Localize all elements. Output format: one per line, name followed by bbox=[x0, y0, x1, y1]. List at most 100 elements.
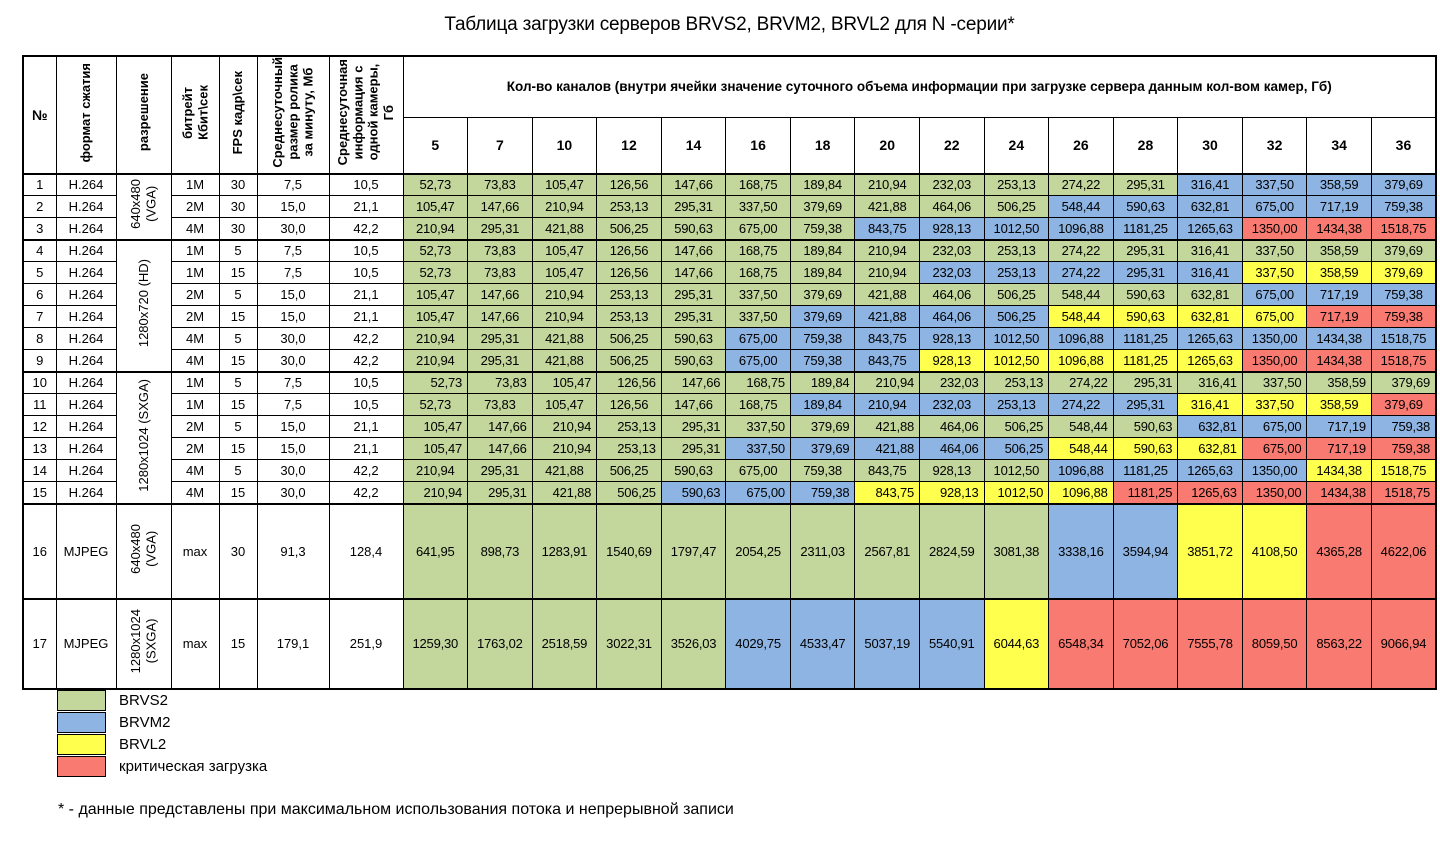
row12-ch16: 337,50 bbox=[725, 415, 791, 439]
row17-ch26: 6548,34 bbox=[1048, 597, 1114, 690]
legend-label: BRVL2 bbox=[119, 735, 167, 753]
row4-ch12: 126,56 bbox=[596, 238, 662, 263]
channel-header-12: 12 bbox=[596, 116, 662, 175]
row5-ch12: 126,56 bbox=[596, 261, 662, 285]
row10-ch20: 210,94 bbox=[854, 370, 920, 395]
row11-ch16: 168,75 bbox=[725, 393, 791, 417]
row2-daily-info: 21,1 bbox=[328, 195, 404, 219]
row12-fps: 5 bbox=[218, 415, 258, 439]
row15-bitrate: 4M bbox=[170, 481, 220, 505]
row4-ch28: 295,31 bbox=[1112, 238, 1179, 263]
channel-header-34: 34 bbox=[1306, 116, 1372, 175]
row5-ch34: 358,59 bbox=[1306, 261, 1372, 285]
row1-num: 1 bbox=[22, 172, 57, 197]
legend-label: BRVS2 bbox=[119, 691, 168, 709]
row10-ch22: 232,03 bbox=[919, 370, 985, 395]
row9-bitrate: 4M bbox=[170, 349, 220, 373]
row2-ch14: 295,31 bbox=[660, 195, 727, 219]
row10-clip-size: 7,5 bbox=[256, 370, 330, 395]
row10-ch14: 147,66 bbox=[660, 370, 727, 395]
row2-fps: 30 bbox=[218, 195, 258, 219]
row17-num: 17 bbox=[22, 597, 57, 690]
row15-ch22: 928,13 bbox=[919, 481, 985, 505]
row2-ch26: 548,44 bbox=[1048, 195, 1114, 219]
row4-ch20: 210,94 bbox=[854, 238, 920, 263]
row7-ch18: 379,69 bbox=[789, 305, 856, 329]
channel-header-22: 22 bbox=[919, 116, 985, 175]
row13-ch24: 506,25 bbox=[983, 437, 1050, 461]
row12-ch34: 717,19 bbox=[1306, 415, 1372, 439]
row10-ch30: 316,41 bbox=[1177, 370, 1243, 395]
footnote: * - данные представлены при максимальном… bbox=[58, 801, 734, 818]
row4-ch10: 105,47 bbox=[531, 238, 598, 263]
row8-ch20: 843,75 bbox=[854, 327, 920, 351]
row7-ch26: 548,44 bbox=[1048, 305, 1114, 329]
row3-ch22: 928,13 bbox=[919, 217, 985, 241]
table-row-11: 11 H.264 1M 15 7,5 10,5 52,73 73,83 105,47 126,56… bbox=[22, 393, 1437, 417]
row16-ch16: 2054,25 bbox=[725, 502, 791, 600]
row2-num: 2 bbox=[22, 195, 57, 219]
table-row-16: 16 MJPEG 640x480 (VGA) max 30 91,3 128,4 641,95… bbox=[22, 502, 1437, 600]
table-row-15: 15 H.264 4M 15 30,0 42,2 210,94 295,31 421,88 506… bbox=[22, 481, 1437, 505]
row5-ch10: 105,47 bbox=[531, 261, 598, 285]
col-header-fps: FPS кадр\сек bbox=[218, 55, 258, 175]
row4-ch30: 316,41 bbox=[1177, 238, 1243, 263]
row5-clip-size: 7,5 bbox=[256, 261, 330, 285]
channel-header-10: 10 bbox=[531, 116, 598, 175]
row7-daily-info: 21,1 bbox=[328, 305, 404, 329]
row16-ch28: 3594,94 bbox=[1112, 502, 1179, 600]
row8-ch12: 506,25 bbox=[596, 327, 662, 351]
row4-ch16: 168,75 bbox=[725, 238, 791, 263]
row14-ch12: 506,25 bbox=[596, 459, 662, 483]
row15-format: H.264 bbox=[55, 481, 117, 505]
row14-daily-info: 42,2 bbox=[328, 459, 404, 483]
table-row-5: 5 H.264 1M 15 7,5 10,5 52,73 73,83 105,47 126,56 1… bbox=[22, 261, 1437, 285]
row15-ch36: 1518,75 bbox=[1370, 481, 1437, 505]
row17-ch10: 2518,59 bbox=[531, 597, 598, 690]
table-row-4: 4 H.264 1280x720 (HD) 1M 5 7,5 10,5 52,73 73,83 1… bbox=[22, 238, 1437, 373]
row5-ch26: 274,22 bbox=[1048, 261, 1114, 285]
row9-daily-info: 42,2 bbox=[328, 349, 404, 373]
row13-ch10: 210,94 bbox=[531, 437, 598, 461]
row11-clip-size: 7,5 bbox=[256, 393, 330, 417]
row12-ch20: 421,88 bbox=[854, 415, 920, 439]
row3-ch32: 1350,00 bbox=[1241, 217, 1308, 241]
row5-ch24: 253,13 bbox=[983, 261, 1050, 285]
row16-ch32: 4108,50 bbox=[1241, 502, 1308, 600]
row2-ch28: 590,63 bbox=[1112, 195, 1179, 219]
row4-num: 4 bbox=[22, 238, 57, 263]
row13-ch16: 337,50 bbox=[725, 437, 791, 461]
row13-format: H.264 bbox=[55, 437, 117, 461]
row8-ch7: 295,31 bbox=[467, 327, 533, 351]
row7-clip-size: 15,0 bbox=[256, 305, 330, 329]
row3-ch28: 1181,25 bbox=[1112, 217, 1179, 241]
row9-fps: 15 bbox=[218, 349, 258, 373]
row13-ch26: 548,44 bbox=[1048, 437, 1114, 461]
row11-ch34: 358,59 bbox=[1306, 393, 1372, 417]
row14-ch7: 295,31 bbox=[467, 459, 533, 483]
channel-header-20: 20 bbox=[854, 116, 920, 175]
row14-ch32: 1350,00 bbox=[1241, 459, 1308, 483]
row4-ch32: 337,50 bbox=[1241, 238, 1308, 263]
row2-ch34: 717,19 bbox=[1306, 195, 1372, 219]
row12-ch30: 632,81 bbox=[1177, 415, 1243, 439]
row1-ch20: 210,94 bbox=[854, 172, 920, 197]
row4-ch18: 189,84 bbox=[789, 238, 856, 263]
row9-ch36: 1518,75 bbox=[1370, 349, 1437, 373]
row7-ch12: 253,13 bbox=[596, 305, 662, 329]
row12-ch12: 253,13 bbox=[596, 415, 662, 439]
legend-swatch-r bbox=[57, 755, 106, 777]
row10-ch18: 189,84 bbox=[789, 370, 856, 395]
row16-ch18: 2311,03 bbox=[789, 502, 856, 600]
row2-ch30: 632,81 bbox=[1177, 195, 1243, 219]
row14-clip-size: 30,0 bbox=[256, 459, 330, 483]
row2-clip-size: 15,0 bbox=[256, 195, 330, 219]
row11-ch24: 253,13 bbox=[983, 393, 1050, 417]
row3-ch12: 506,25 bbox=[596, 217, 662, 241]
row15-ch28: 1181,25 bbox=[1112, 481, 1179, 505]
row16-ch30: 3851,72 bbox=[1177, 502, 1243, 600]
table-row-1: 1 H.264 640x480 (VGA) 1M 30 7,5 10,5 52,73 73,83… bbox=[22, 172, 1437, 241]
row3-ch18: 759,38 bbox=[789, 217, 856, 241]
row8-ch22: 928,13 bbox=[919, 327, 985, 351]
row2-ch24: 506,25 bbox=[983, 195, 1050, 219]
